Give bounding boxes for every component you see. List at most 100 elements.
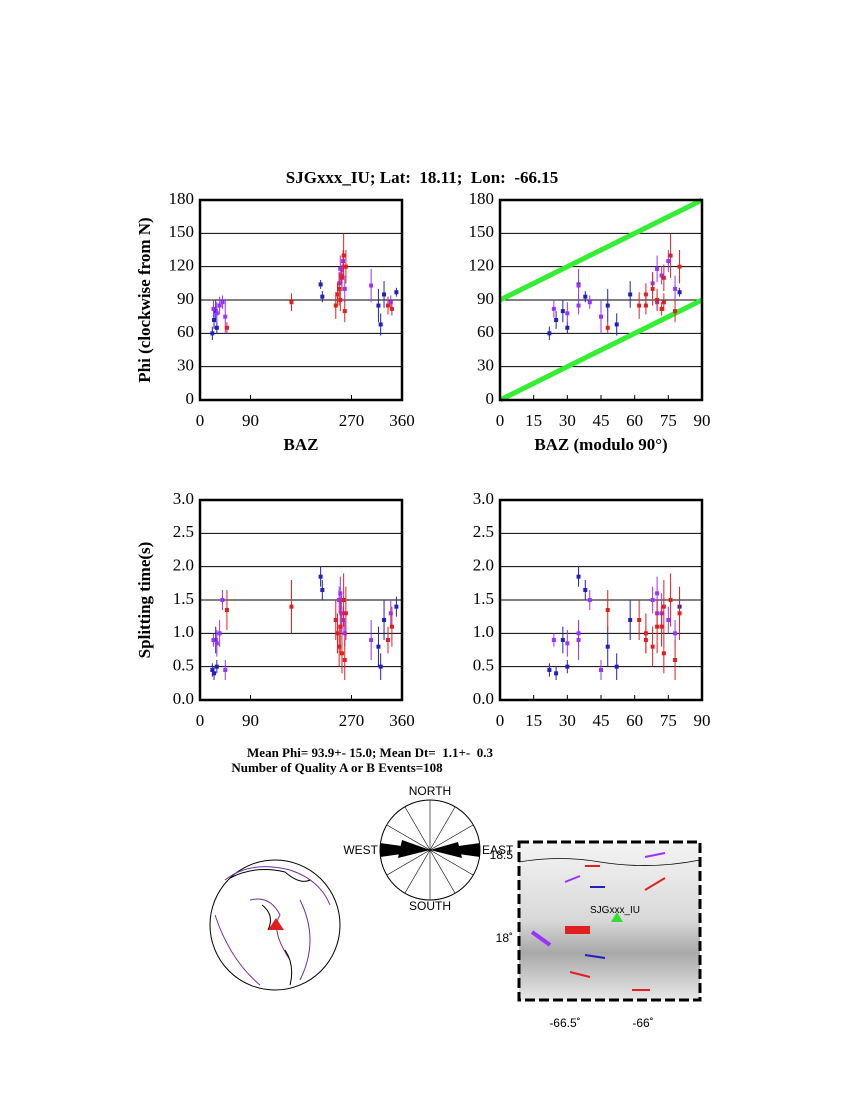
y-tick-label: 1.5 [173,589,194,608]
data-point [655,591,660,596]
y-tick-label: 1.5 [473,589,494,608]
y-tick-label: 0.0 [473,689,494,708]
data-point [382,618,387,622]
y-axis-label: Splitting time(s) [135,542,154,659]
data-point [560,638,565,642]
data-point [318,574,323,579]
y-tick-label: 0 [486,389,495,408]
lat-label: 18.5 [490,848,514,862]
data-point [213,638,218,642]
data-point [333,303,338,308]
x-tick-label: 75 [660,711,677,730]
y-tick-label: 0.0 [173,689,194,708]
plot-frame [198,198,404,402]
data-point [210,331,215,336]
data-point [214,325,219,330]
data-point [337,644,342,649]
data-point [333,618,338,622]
data-point [289,300,294,305]
y-tick-label: 150 [469,222,495,241]
data-point [211,306,216,311]
data-point [628,292,633,297]
data-point [605,608,610,612]
data-point [339,275,344,280]
plot-frame [198,498,404,702]
data-point [343,611,348,616]
data-point [342,631,347,636]
data-point [655,298,660,302]
summary-line: Number of Quality A or B Events=108 [231,760,443,775]
data-point [213,309,218,314]
data-point [576,638,581,642]
x-tick-label: 30 [559,711,576,730]
data-point [576,303,581,308]
data-point [212,671,217,676]
y-tick-label: 2.0 [473,556,494,575]
data-point [659,306,664,311]
data-point [677,611,682,616]
data-point [565,664,570,669]
y-tick-label: 0 [186,389,195,408]
y-tick-label: 90 [177,289,194,308]
data-point [388,611,393,616]
data-point [339,273,344,278]
x-tick-label: 60 [626,411,643,430]
y-tick-label: 30 [177,356,194,375]
y-tick-label: 60 [477,322,494,341]
data-point [341,253,346,258]
y-tick-label: 1.0 [173,622,194,641]
rose-label: EAST [482,843,514,857]
y-tick-label: 3.0 [473,489,494,508]
data-point [643,303,648,308]
data-point [342,309,347,314]
data-point [337,598,342,602]
data-point [614,664,619,669]
data-point [385,303,390,308]
x-axis-label: BAZ (modulo 90°) [534,435,667,454]
x-tick-label: 90 [694,411,711,430]
y-tick-label: 2.5 [473,522,494,541]
x-tick-label: 0 [196,411,205,430]
data-point [576,574,581,579]
data-point [376,644,381,649]
data-point [637,303,642,308]
data-point [214,664,219,669]
data-point [382,292,387,297]
data-point [212,318,217,322]
rose-label: SOUTH [409,899,451,913]
data-point [388,300,393,305]
data-point [666,618,671,622]
data-point [369,638,374,642]
data-point [338,298,343,302]
data-point [220,598,225,602]
data-point [673,309,678,314]
x-tick-label: 90 [242,411,259,430]
data-point [576,283,581,288]
reference-line [498,297,704,403]
y-tick-label: 180 [169,189,195,208]
reference-line [498,197,704,303]
data-point [211,638,216,642]
data-point [551,638,556,642]
data-point [338,591,343,596]
data-point [223,314,228,319]
x-tick-label: 45 [593,411,610,430]
data-point [643,292,648,297]
data-point [224,608,229,612]
data-point [320,294,325,299]
data-point [217,631,222,636]
data-point [554,318,559,322]
data-point [378,664,383,669]
x-tick-label: 0 [496,711,505,730]
data-point [376,303,381,308]
y-tick-label: 60 [177,322,194,341]
data-point [599,314,603,319]
data-point [565,641,570,646]
data-point [554,671,559,676]
data-point [394,604,399,609]
data-point [661,604,666,609]
data-point [369,283,374,288]
x-tick-label: 270 [339,411,365,430]
lat-label: 18˚ [496,931,513,945]
x-tick-label: 90 [242,711,259,730]
